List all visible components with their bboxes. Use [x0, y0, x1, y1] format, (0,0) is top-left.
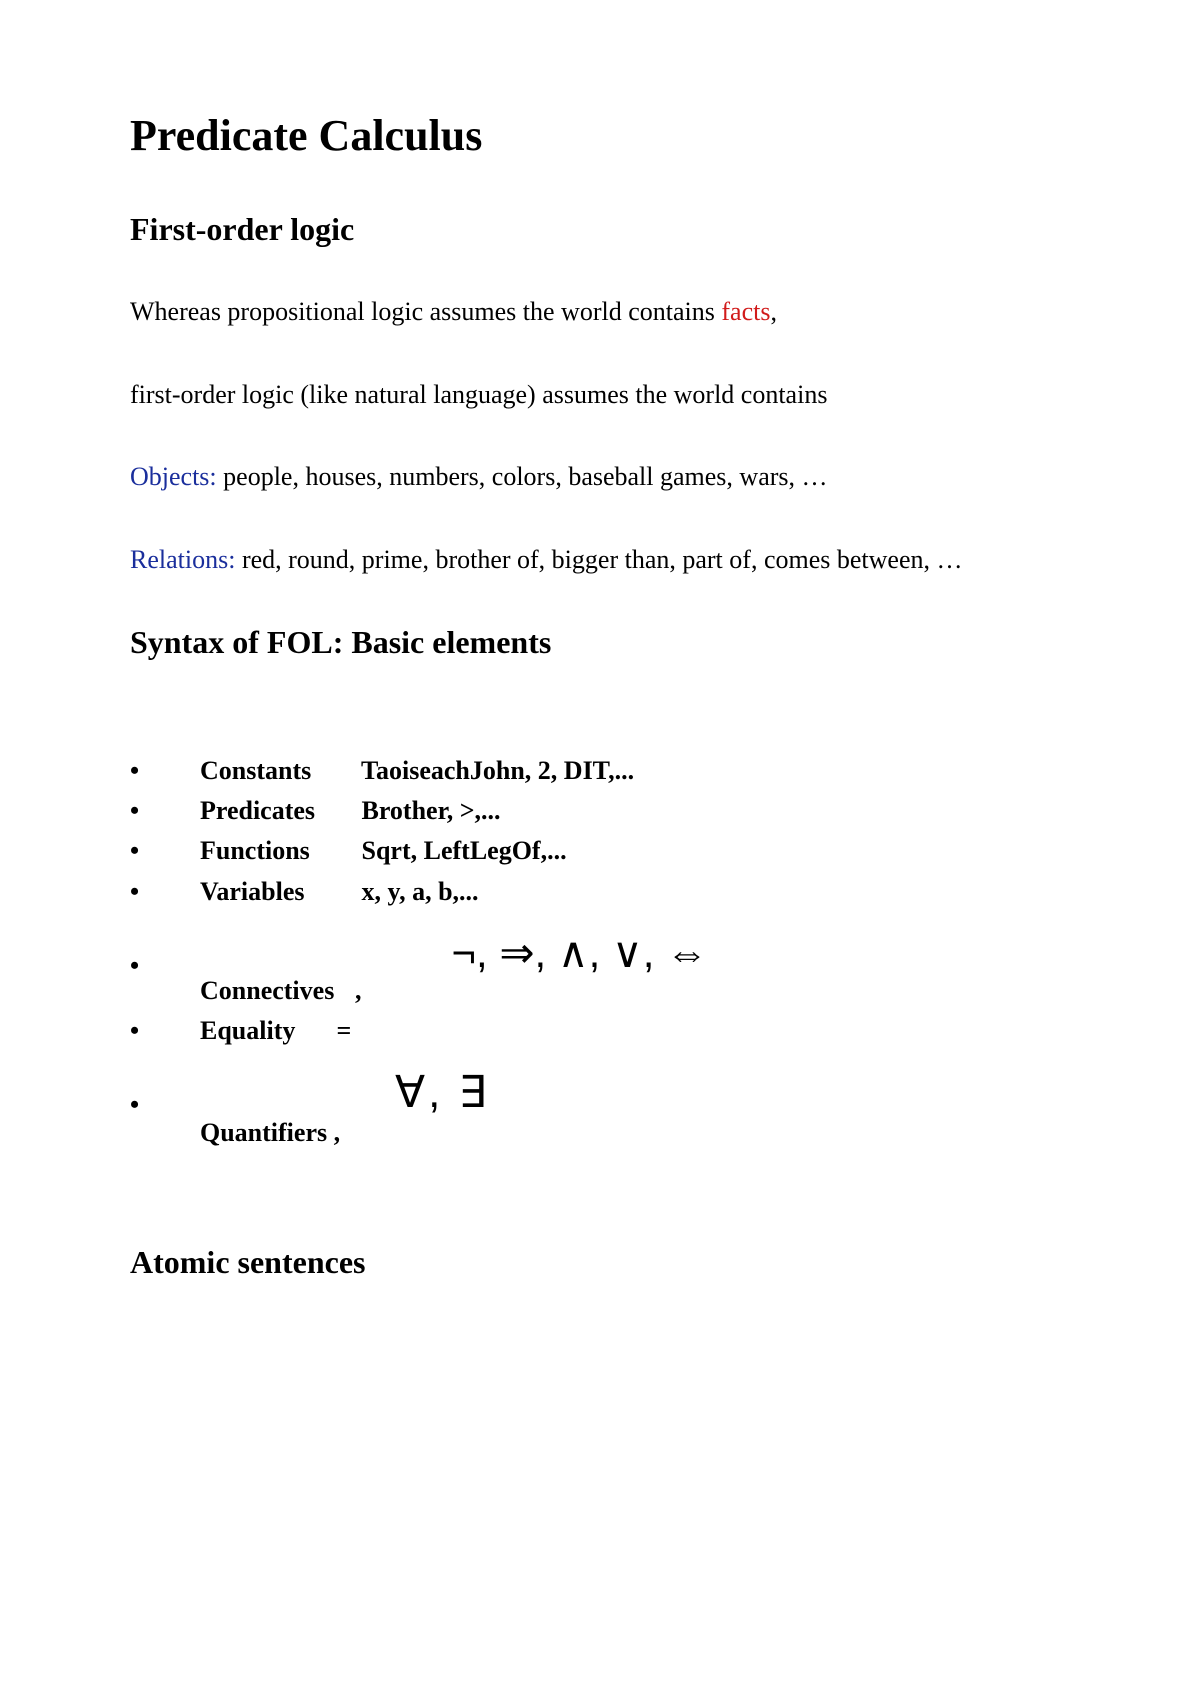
value-equality: = [337, 1016, 352, 1045]
text-fragment: , [770, 297, 777, 326]
symbols-quantifiers: ∀, ∃ [395, 1059, 489, 1127]
text-facts: facts [721, 297, 770, 326]
list-item-connectives: • Connectives , ¬, ⇒, ∧, ∨, ⇔ [130, 946, 1070, 1011]
paragraph-relations: Relations: red, round, prime, brother of… [130, 541, 1070, 579]
comma: , [355, 971, 362, 1011]
document-page: Predicate Calculus First-order logic Whe… [0, 0, 1200, 1697]
label-relations: Relations: [130, 545, 235, 574]
label-quantifiers: Quantifiers , [200, 1113, 355, 1153]
text-relations: red, round, prime, brother of, bigger th… [235, 545, 962, 574]
text-fragment: Whereas propositional logic assumes the … [130, 297, 721, 326]
label-equality: Equality [200, 1011, 330, 1051]
label-predicates: Predicates [200, 791, 355, 831]
paragraph-fol-assumes: first-order logic (like natural language… [130, 376, 1070, 414]
list-item-predicates: • Predicates Brother, >,... [130, 791, 1070, 831]
spacer [130, 1051, 1070, 1085]
list-item-functions: • Functions Sqrt, LeftLegOf,... [130, 831, 1070, 871]
syntax-list: • Constants TaoiseachJohn, 2, DIT,... • … [130, 751, 1070, 1154]
value-variables: x, y, a, b,... [362, 877, 479, 906]
label-connectives: Connectives [200, 971, 355, 1011]
bullet-icon: • [130, 872, 139, 912]
paragraph-propositional: Whereas propositional logic assumes the … [130, 293, 1070, 331]
bullet-icon: • [130, 831, 139, 871]
page-title: Predicate Calculus [130, 110, 1070, 161]
label-variables: Variables [200, 872, 355, 912]
bullet-icon: • [130, 751, 139, 791]
section-heading-atomic: Atomic sentences [130, 1244, 1070, 1281]
value-functions: Sqrt, LeftLegOf,... [362, 836, 567, 865]
paragraph-objects: Objects: people, houses, numbers, colors… [130, 458, 1070, 496]
label-functions: Functions [200, 831, 355, 871]
bullet-icon: • [130, 791, 139, 831]
bullet-icon: • [130, 946, 139, 986]
section-heading-syntax: Syntax of FOL: Basic elements [130, 624, 1070, 661]
bullet-icon: • [130, 1011, 139, 1051]
text-objects: people, houses, numbers, colors, basebal… [217, 462, 828, 491]
list-item-quantifiers: • Quantifiers , ∀, ∃ [130, 1085, 1070, 1153]
label-constants: Constants [200, 751, 355, 791]
symbols-connectives: ¬, ⇒, ∧, ∨, ⇔ [452, 920, 709, 985]
section-heading-first-order-logic: First-order logic [130, 211, 1070, 248]
label-objects: Objects: [130, 462, 217, 491]
list-item-equality: • Equality = [130, 1011, 1070, 1051]
list-item-constants: • Constants TaoiseachJohn, 2, DIT,... [130, 751, 1070, 791]
value-predicates: Brother, >,... [362, 796, 501, 825]
bullet-icon: • [130, 1085, 139, 1125]
list-item-variables: • Variables x, y, a, b,... [130, 872, 1070, 912]
value-constants: TaoiseachJohn, 2, DIT,... [361, 756, 634, 785]
